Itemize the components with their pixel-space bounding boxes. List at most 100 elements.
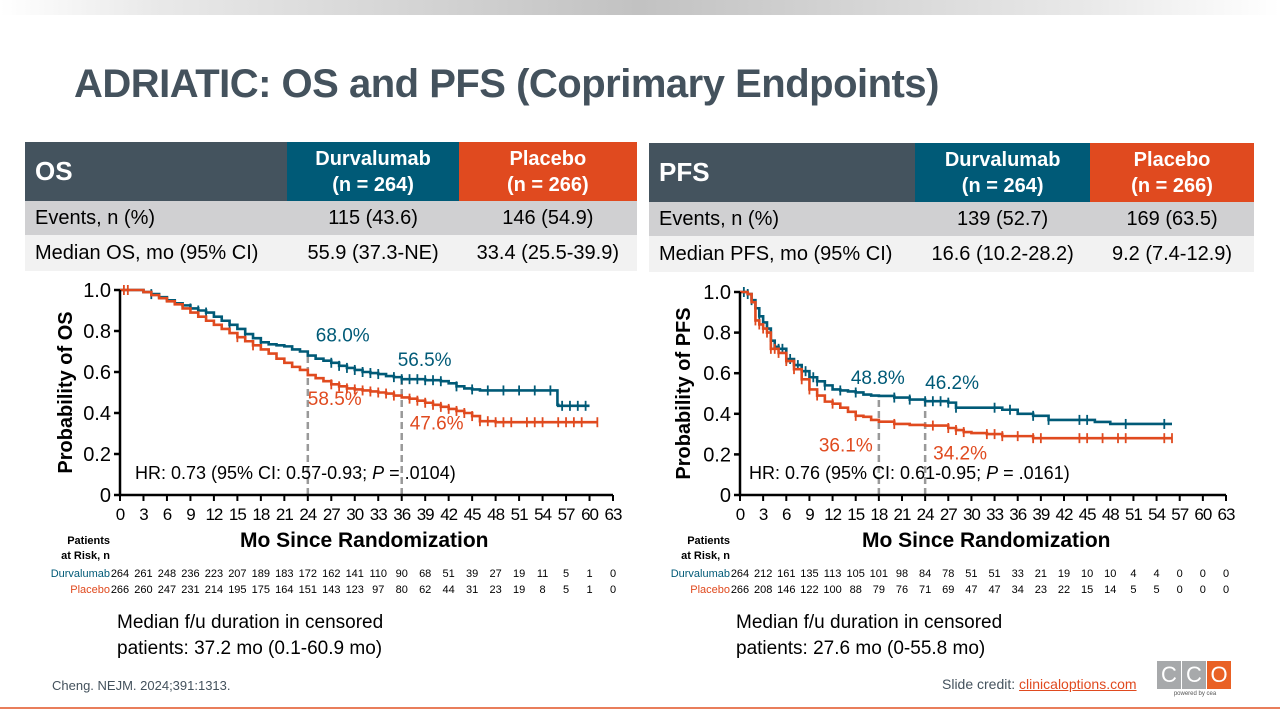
os-y-tick-label: 0.6 bbox=[83, 362, 111, 384]
risk-count: 214 bbox=[204, 584, 224, 596]
pfs-x-tick-label: 33 bbox=[986, 505, 1003, 524]
os-milestone-label: 47.6% bbox=[410, 413, 464, 434]
os-x-tick-label: 42 bbox=[440, 505, 457, 524]
pfs-milestone-label: 34.2% bbox=[933, 444, 987, 465]
risk-count: 141 bbox=[345, 568, 364, 580]
risk-count: 34 bbox=[1011, 584, 1024, 596]
risk-count: 33 bbox=[1011, 568, 1024, 580]
table-row: Median OS, mo (95% CI) 55.9 (37.3-NE) 33… bbox=[25, 235, 637, 271]
os-x-tick-label: 57 bbox=[558, 505, 575, 524]
os-x-tick-label: 0 bbox=[116, 505, 125, 524]
risk-count: 76 bbox=[895, 584, 909, 596]
risk-count: 1 bbox=[586, 568, 593, 580]
risk-count: 162 bbox=[322, 568, 341, 580]
slide-credit: Slide credit: clinicaloptions.com bbox=[942, 676, 1137, 692]
risk-count: 88 bbox=[849, 584, 862, 596]
risk-count: 78 bbox=[942, 568, 955, 580]
risk-count: 0 bbox=[1199, 584, 1206, 596]
risk-count: 151 bbox=[298, 584, 317, 596]
followup-line: Median f/u duration in censored bbox=[736, 612, 1003, 633]
header-arm-name: Durvalumab bbox=[315, 147, 431, 170]
placebo-value: 146 (54.9) bbox=[458, 201, 637, 235]
pfs-x-tick-label: 6 bbox=[782, 505, 791, 524]
pfs-y-axis-label: Probability of PFS bbox=[673, 307, 695, 479]
os-x-tick-label: 6 bbox=[163, 505, 172, 524]
risk-count: 68 bbox=[419, 568, 432, 580]
risk-count: 27 bbox=[489, 568, 502, 580]
row-label: Median PFS, mo (95% CI) bbox=[649, 236, 916, 272]
row-label: Events, n (%) bbox=[649, 202, 916, 236]
os-y-tick-label: 0.4 bbox=[83, 403, 111, 425]
os-x-tick-label: 45 bbox=[464, 505, 481, 524]
risk-count: 183 bbox=[275, 568, 294, 580]
risk-count: 71 bbox=[919, 584, 932, 596]
table-row: Events, n (%) 115 (43.6) 146 (54.9) bbox=[25, 201, 637, 235]
header-arm-n: (n = 264) bbox=[961, 174, 1044, 197]
risk-count: 264 bbox=[730, 568, 750, 580]
risk-table-header: Patients at Risk, n bbox=[681, 535, 730, 562]
pfs-x-tick-label: 0 bbox=[736, 505, 745, 524]
os-x-tick-label: 39 bbox=[417, 505, 434, 524]
os-followup-note: Median f/u duration in censored patients… bbox=[117, 610, 383, 662]
credit-link[interactable]: clinicaloptions.com bbox=[1019, 676, 1137, 692]
os-x-tick-label: 33 bbox=[370, 505, 387, 524]
logo-letter: O bbox=[1207, 661, 1231, 689]
pfs-durvalumab-header: Durvalumab (n = 264) bbox=[915, 143, 1091, 202]
risk-count: 105 bbox=[846, 568, 865, 580]
pfs-milestone-label: 46.2% bbox=[925, 373, 979, 394]
risk-table-header: Patients at Risk, n bbox=[61, 535, 110, 562]
os-x-tick-label: 30 bbox=[346, 505, 363, 524]
risk-row-label: Durvalumab bbox=[670, 568, 730, 580]
os-summary-table: OS Durvalumab (n = 264) Placebo (n = 266… bbox=[25, 142, 637, 271]
risk-count: 175 bbox=[251, 584, 271, 596]
risk-row-label: Durvalumab bbox=[50, 568, 110, 580]
risk-count: 4 bbox=[1153, 568, 1160, 580]
risk-count: 8 bbox=[539, 584, 546, 596]
risk-count: 164 bbox=[275, 584, 294, 596]
risk-count: 223 bbox=[204, 568, 224, 580]
risk-count: 51 bbox=[965, 568, 978, 580]
risk-count: 19 bbox=[512, 584, 526, 596]
header-arm-name: Placebo bbox=[509, 147, 587, 170]
risk-count: 62 bbox=[419, 584, 432, 596]
pfs-x-tick-label: 42 bbox=[1056, 505, 1073, 524]
risk-count: 69 bbox=[942, 584, 955, 596]
pfs-x-tick-label: 27 bbox=[940, 505, 957, 524]
risk-count: 135 bbox=[800, 568, 819, 580]
row-label: Events, n (%) bbox=[25, 201, 288, 235]
risk-count: 80 bbox=[395, 584, 408, 596]
row-label: Median OS, mo (95% CI) bbox=[25, 235, 288, 271]
risk-count: 266 bbox=[110, 584, 130, 596]
risk-count: 101 bbox=[869, 568, 889, 580]
risk-count: 47 bbox=[965, 584, 978, 596]
risk-count: 10 bbox=[1104, 568, 1117, 580]
risk-count: 261 bbox=[134, 568, 153, 580]
risk-count: 10 bbox=[1081, 568, 1094, 580]
pfs-y-tick-label: 0.4 bbox=[703, 404, 731, 426]
risk-count: 31 bbox=[466, 584, 479, 596]
risk-count: 19 bbox=[1057, 568, 1071, 580]
risk-count: 11 bbox=[536, 568, 549, 580]
header-arm-n: (n = 266) bbox=[1131, 174, 1213, 197]
pfs-milestone-label: 36.1% bbox=[819, 436, 873, 457]
placebo-value: 9.2 (7.4-12.9) bbox=[1090, 236, 1254, 272]
os-milestone-label: 56.5% bbox=[398, 350, 452, 371]
risk-count: 247 bbox=[157, 584, 177, 596]
risk-count: 90 bbox=[395, 568, 408, 580]
os-x-tick-label: 48 bbox=[487, 505, 504, 524]
pfs-x-tick-label: 24 bbox=[917, 505, 934, 524]
risk-count: 44 bbox=[442, 584, 455, 596]
pfs-y-tick-label: 0.2 bbox=[703, 444, 731, 466]
pfs-table-label: PFS bbox=[649, 143, 916, 202]
pfs-followup-note: Median f/u duration in censored patients… bbox=[736, 610, 1002, 662]
risk-count: 51 bbox=[988, 568, 1001, 580]
pfs-y-tick-label: 0.6 bbox=[703, 363, 731, 385]
pfs-y-tick-label: 1.0 bbox=[703, 282, 731, 304]
durvalumab-value: 55.9 (37.3-NE) bbox=[287, 235, 459, 271]
os-x-tick-label: 3 bbox=[139, 505, 148, 524]
pfs-milestone-label: 48.8% bbox=[851, 368, 905, 389]
risk-count: 5 bbox=[1153, 584, 1160, 596]
durvalumab-value: 139 (52.7) bbox=[915, 202, 1091, 236]
